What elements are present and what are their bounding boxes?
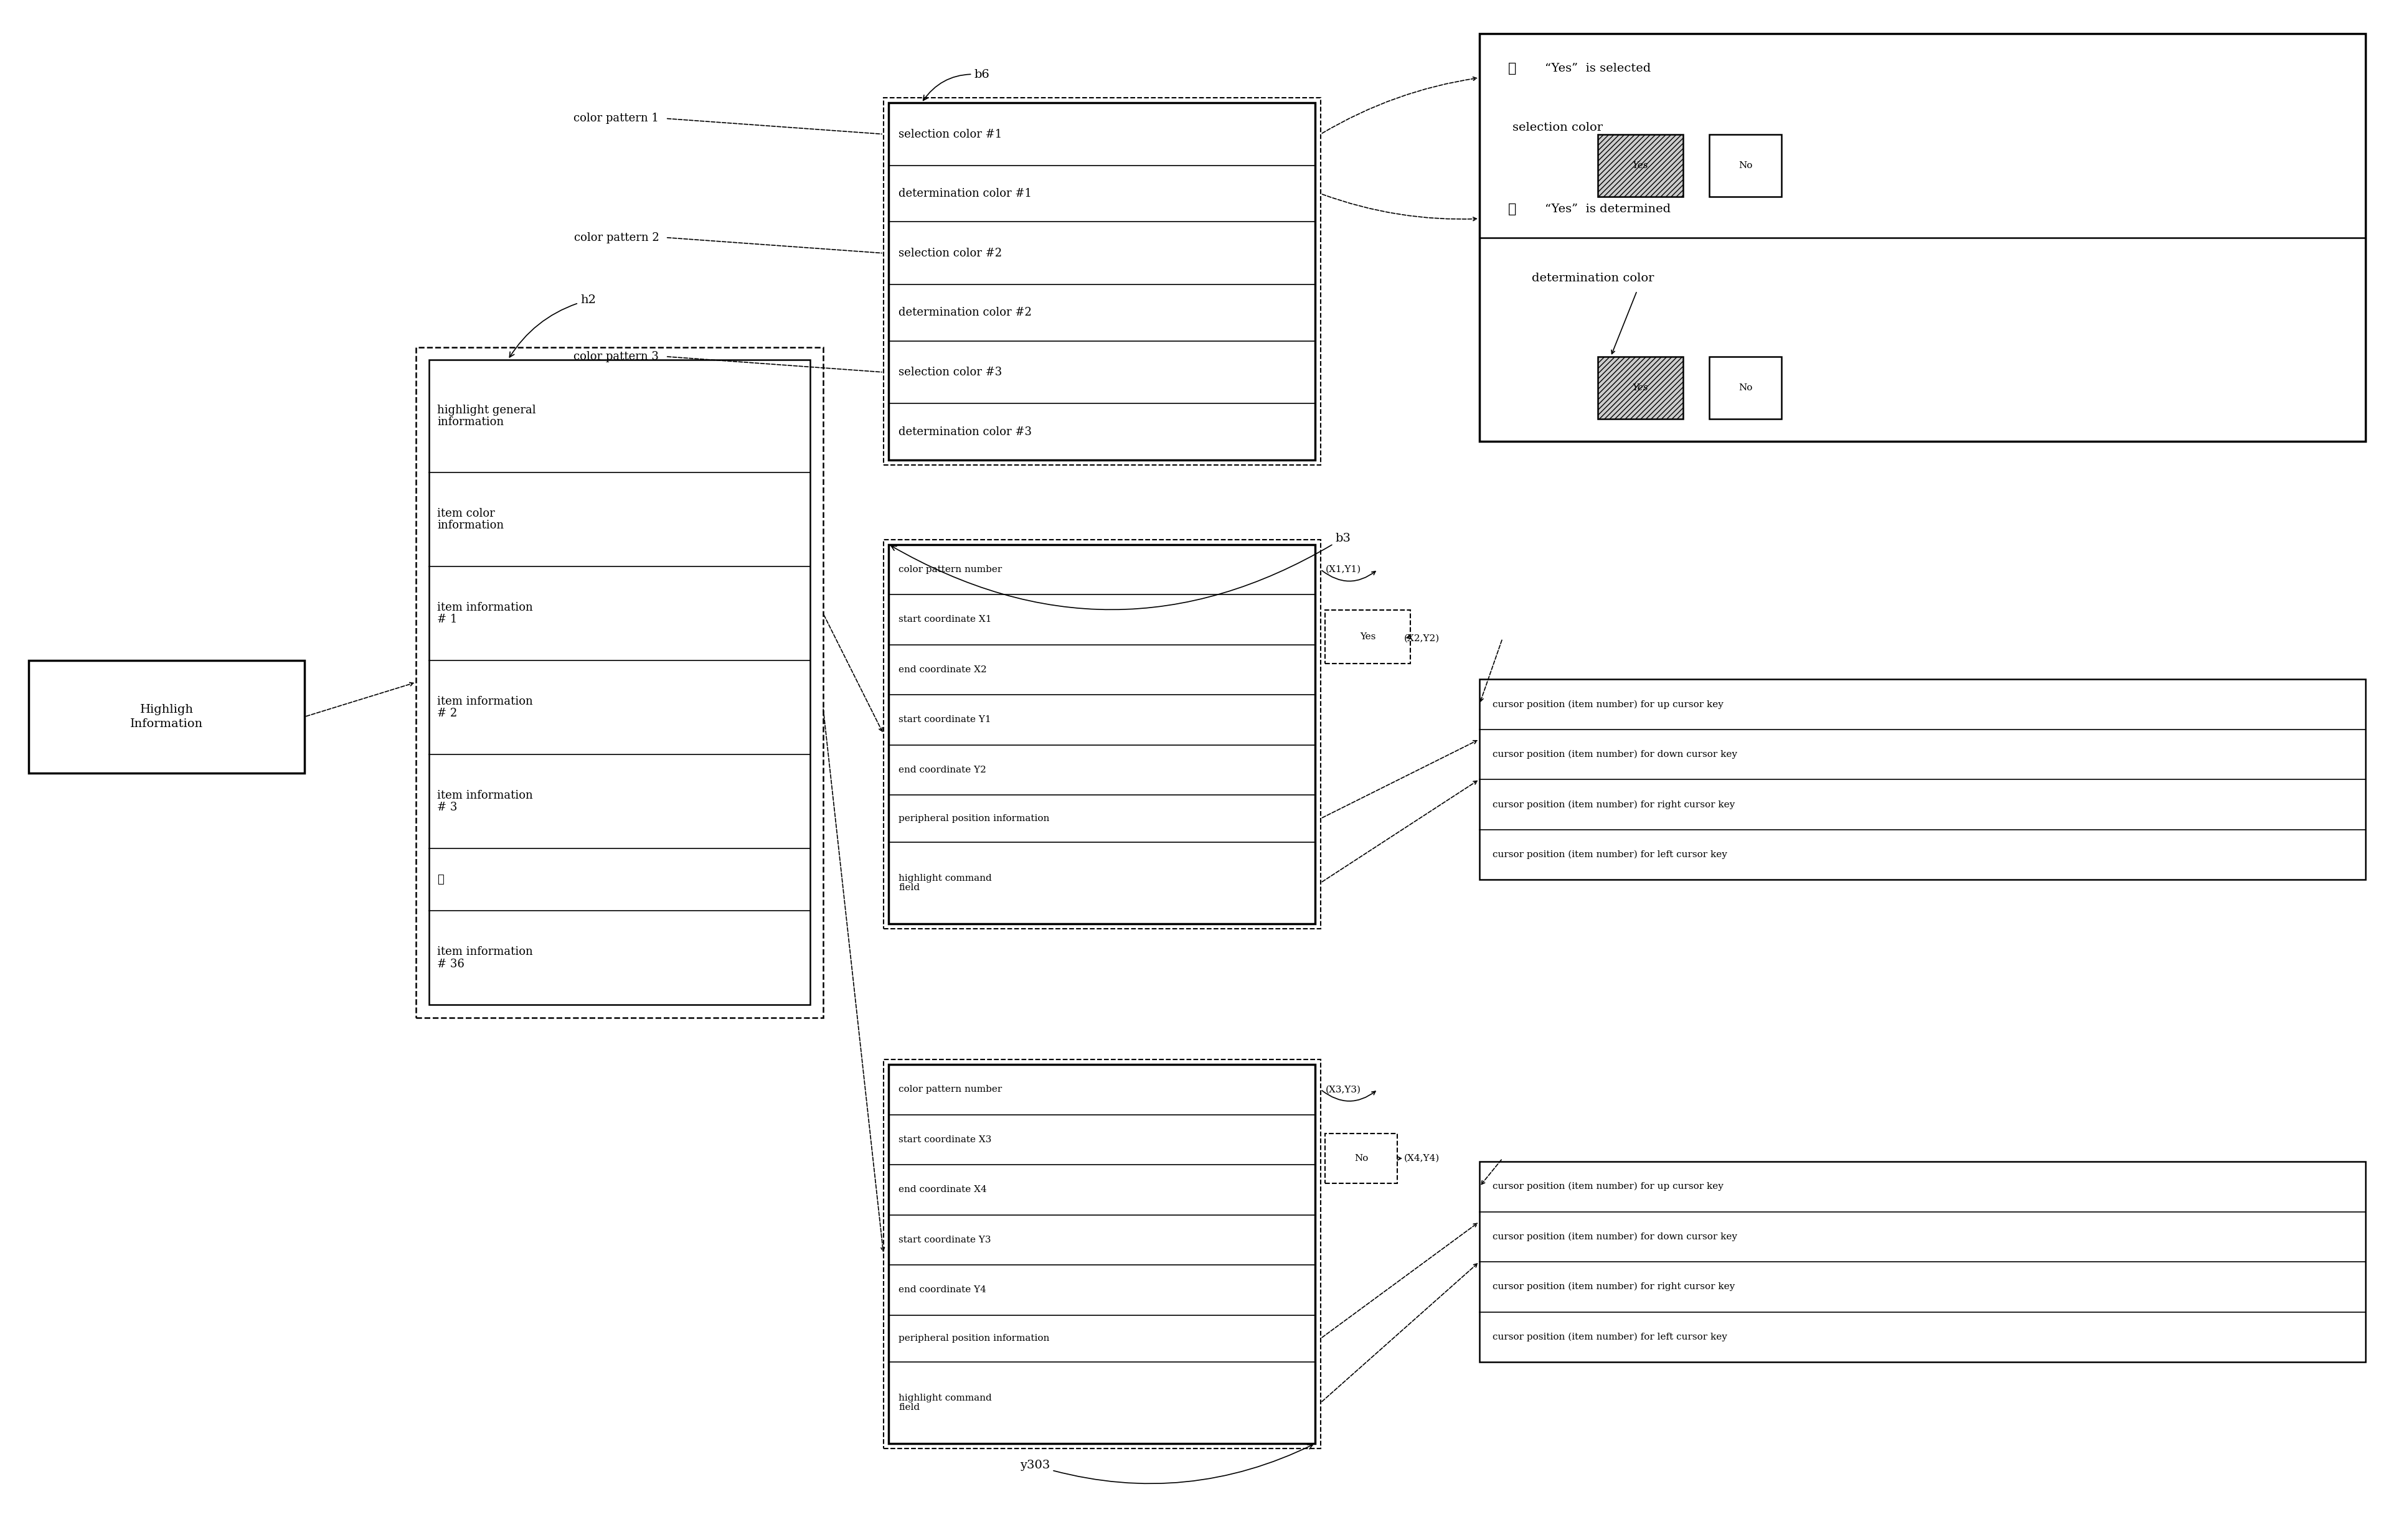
Text: start coordinate X3: start coordinate X3 [898, 1135, 992, 1144]
Text: color pattern number: color pattern number [898, 1086, 1001, 1093]
Text: determination color #2: determination color #2 [898, 306, 1032, 319]
Text: (X3,Y3): (X3,Y3) [1325, 1086, 1361, 1093]
Bar [1710, 134, 1782, 197]
Text: selection color #3: selection color #3 [898, 367, 1001, 377]
Text: Highligh
Information: Highligh Information [130, 704, 204, 730]
Bar [1479, 34, 2365, 440]
Text: color pattern 1: color pattern 1 [574, 112, 658, 125]
Text: No: No [1738, 383, 1753, 393]
Text: end coordinate Y4: end coordinate Y4 [898, 1286, 987, 1294]
Text: (X4,Y4): (X4,Y4) [1405, 1153, 1441, 1163]
Bar [1597, 134, 1683, 197]
Bar [888, 1064, 1316, 1443]
Bar [1325, 1133, 1397, 1183]
Text: cursor position (item number) for right cursor key: cursor position (item number) for right … [1493, 1283, 1736, 1292]
Text: item information
# 2: item information # 2 [437, 696, 533, 719]
Text: peripheral position information: peripheral position information [898, 815, 1049, 822]
Text: Yes: Yes [1359, 633, 1376, 641]
Text: cursor position (item number) for right cursor key: cursor position (item number) for right … [1493, 799, 1736, 809]
Text: end coordinate X4: end coordinate X4 [898, 1186, 987, 1194]
Text: item color
information: item color information [437, 508, 504, 531]
Bar [1479, 1161, 2365, 1361]
Text: (X2,Y2): (X2,Y2) [1405, 634, 1441, 642]
Bar [430, 360, 809, 1006]
Bar [884, 99, 1321, 465]
Bar [888, 545, 1316, 924]
Text: selection color #2: selection color #2 [898, 248, 1001, 259]
Text: b3: b3 [891, 533, 1352, 610]
Text: item information
# 36: item information # 36 [437, 946, 533, 970]
Text: Yes: Yes [1633, 383, 1647, 393]
Text: No: No [1354, 1153, 1369, 1163]
Text: “Yes”  is determined: “Yes” is determined [1546, 203, 1671, 216]
Text: h2: h2 [509, 294, 595, 357]
Text: ②: ② [1508, 202, 1517, 216]
Text: Yes: Yes [1633, 162, 1647, 169]
Text: color pattern number: color pattern number [898, 565, 1001, 574]
Text: highlight general
information: highlight general information [437, 405, 535, 428]
Text: cursor position (item number) for down cursor key: cursor position (item number) for down c… [1493, 750, 1738, 759]
Text: ⋮: ⋮ [437, 875, 444, 886]
Text: start coordinate Y3: start coordinate Y3 [898, 1235, 992, 1244]
Text: selection color: selection color [1513, 122, 1601, 134]
Text: end coordinate X2: end coordinate X2 [898, 665, 987, 675]
Text: color pattern 3: color pattern 3 [574, 351, 658, 362]
Text: cursor position (item number) for left cursor key: cursor position (item number) for left c… [1493, 850, 1726, 859]
Text: cursor position (item number) for up cursor key: cursor position (item number) for up cur… [1493, 1183, 1724, 1190]
Bar [29, 661, 305, 773]
Text: ①: ① [1508, 62, 1517, 75]
Text: item information
# 1: item information # 1 [437, 602, 533, 625]
Text: start coordinate Y1: start coordinate Y1 [898, 716, 992, 724]
Text: highlight command
field: highlight command field [898, 873, 992, 892]
Bar [1597, 357, 1683, 419]
Text: (X1,Y1): (X1,Y1) [1325, 565, 1361, 574]
Text: determination color #1: determination color #1 [898, 188, 1032, 199]
Bar [1479, 679, 2365, 879]
Text: “Yes”  is selected: “Yes” is selected [1546, 63, 1652, 74]
Bar [1325, 610, 1409, 664]
Text: determination color: determination color [1532, 273, 1654, 283]
Bar [888, 103, 1316, 460]
Text: y303: y303 [1020, 1445, 1313, 1483]
Text: selection color #1: selection color #1 [898, 128, 1001, 140]
Text: determination color #3: determination color #3 [898, 427, 1032, 437]
Bar [884, 1060, 1321, 1449]
Bar [1710, 357, 1782, 419]
Text: start coordinate X1: start coordinate X1 [898, 616, 992, 624]
Text: cursor position (item number) for down cursor key: cursor position (item number) for down c… [1493, 1232, 1738, 1241]
Text: cursor position (item number) for left cursor key: cursor position (item number) for left c… [1493, 1332, 1726, 1341]
Text: item information
# 3: item information # 3 [437, 790, 533, 813]
Text: color pattern 2: color pattern 2 [574, 233, 658, 243]
Text: b6: b6 [922, 69, 989, 100]
Text: highlight command
field: highlight command field [898, 1394, 992, 1412]
Text: peripheral position information: peripheral position information [898, 1334, 1049, 1343]
Text: cursor position (item number) for up cursor key: cursor position (item number) for up cur… [1493, 699, 1724, 708]
Bar [884, 539, 1321, 929]
Text: end coordinate Y2: end coordinate Y2 [898, 765, 987, 775]
Text: No: No [1738, 162, 1753, 169]
Bar [415, 346, 824, 1018]
